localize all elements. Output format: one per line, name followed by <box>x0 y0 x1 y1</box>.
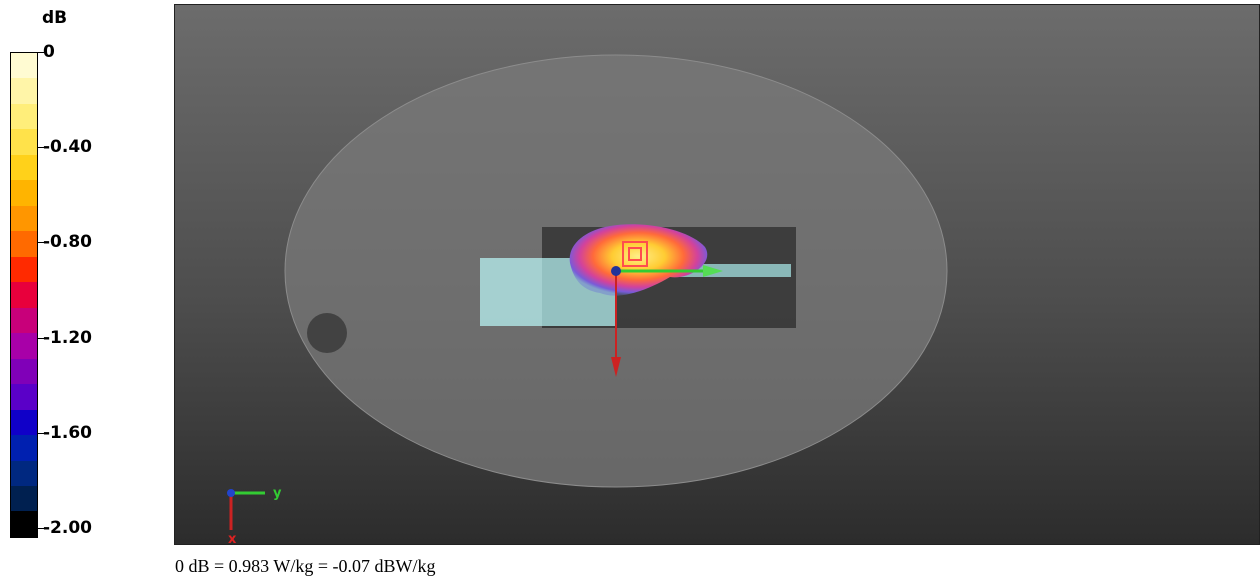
caption: 0 dB = 0.983 W/kg = -0.07 dBW/kg <box>175 556 436 576</box>
colorbar-band <box>11 231 37 257</box>
colorbar-band <box>11 384 37 410</box>
colorbar-band <box>11 333 37 359</box>
colorbar-band <box>11 409 37 436</box>
colorbar-tick-label: -1.20 <box>43 327 92 348</box>
colorbar-band <box>11 103 37 130</box>
colorbar-tick-label: 0 <box>43 42 55 62</box>
colorbar-band <box>11 256 37 283</box>
colorbar-tick-label: -0.80 <box>43 232 92 253</box>
colorbar-band <box>11 307 37 334</box>
colorbar-band <box>11 53 37 79</box>
colorbar <box>10 52 38 538</box>
colorbar-tick-mark <box>38 337 44 339</box>
colorbar-band <box>11 154 37 181</box>
y-axis-arrowhead <box>703 265 723 277</box>
colorbar-band <box>11 485 37 512</box>
colorbar-tick-label: -0.40 <box>43 137 92 158</box>
colorbar-band <box>11 511 37 537</box>
3d-viewport[interactable]: y x <box>174 4 1260 545</box>
colorbar-band <box>11 78 37 104</box>
colorbar-band <box>11 435 37 461</box>
colorbar-tick-label: -1.60 <box>43 422 92 443</box>
colorbar-tick-mark <box>38 52 44 53</box>
phantom-marker-circle <box>307 313 347 353</box>
triad-y-label: y <box>273 486 282 501</box>
colorbar-tick-mark <box>38 242 44 244</box>
x-axis-arrowhead <box>611 357 621 377</box>
triad-x-label: x <box>228 532 237 545</box>
colorbar-tick-mark <box>38 432 44 434</box>
peak-zoom-square <box>622 241 648 267</box>
peak-zoom-inner-square <box>628 247 642 261</box>
colorbar-band <box>11 180 37 206</box>
colorbar-band <box>11 460 37 486</box>
scene: y x <box>227 54 948 545</box>
colorbar-band <box>11 129 37 155</box>
colorbar-band <box>11 282 37 308</box>
colorbar-tick-mark <box>38 147 44 149</box>
colorbar-tick-mark <box>38 528 44 529</box>
colorbar-band <box>11 358 37 385</box>
origin-dot <box>611 266 621 276</box>
colorbar-band <box>11 205 37 232</box>
legend-unit: dB <box>42 8 68 28</box>
orientation-triad-icon: y x <box>227 486 282 545</box>
colorbar-tick-label: -2.00 <box>43 518 92 538</box>
